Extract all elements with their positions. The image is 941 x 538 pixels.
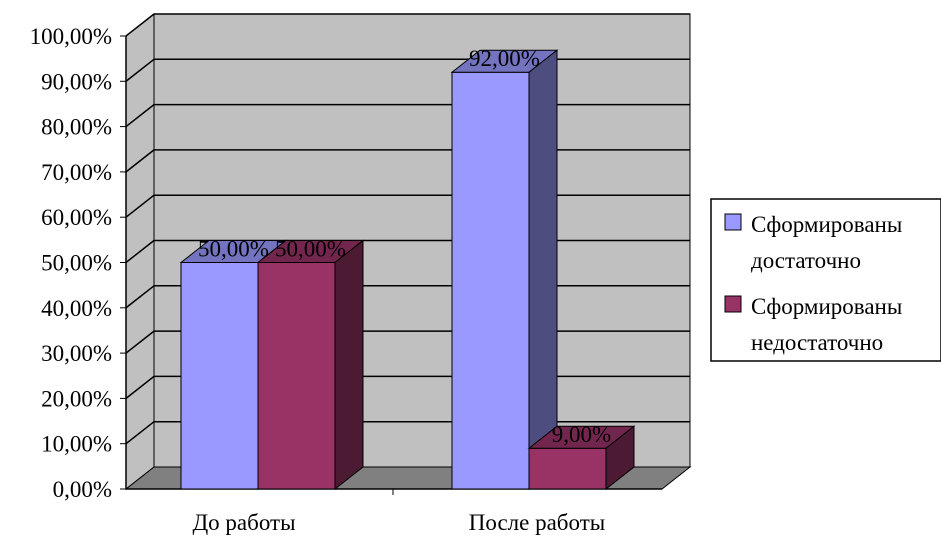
data-label: 50,00%	[275, 237, 346, 262]
gridline-side	[125, 239, 155, 264]
y-tick-label: 100,00%	[30, 24, 112, 49]
y-tick-label: 10,00%	[41, 432, 112, 457]
y-tick-label: 30,00%	[41, 341, 112, 366]
y-tick-labels: 0,00% 10,00% 20,00% 30,00% 40,00% 50,00% 60,00…	[30, 24, 112, 502]
bar-side	[605, 425, 635, 491]
category-label: До работы	[192, 510, 295, 535]
y-tick-label: 60,00%	[41, 205, 112, 230]
data-label: 9,00%	[552, 422, 611, 447]
gridline-side	[125, 149, 155, 173]
legend-label-2-line2: недостаточно	[751, 330, 883, 355]
y-tick-label: 50,00%	[41, 251, 112, 276]
legend-label-1-line1: Сформированы	[751, 212, 902, 237]
bar	[180, 262, 259, 490]
data-label: 50,00%	[198, 237, 269, 262]
legend-label-2-line1: Сформированы	[751, 294, 902, 319]
gridline-side	[125, 330, 155, 354]
y-tick-label: 20,00%	[41, 386, 112, 411]
legend-swatch-1	[724, 213, 742, 231]
y-tick-label: 80,00%	[41, 115, 112, 140]
gridline-side	[125, 375, 155, 399]
gridline-side	[125, 104, 155, 128]
gridline-side	[125, 58, 155, 82]
bar	[451, 71, 530, 490]
data-labels: 50,00% 50,00% 92,00% 9,00%	[198, 46, 611, 447]
gridline-side	[125, 421, 155, 445]
gridline-side	[125, 285, 155, 309]
bar-side	[334, 239, 364, 491]
legend: Сформированы достаточно Сформированы нед…	[710, 198, 941, 362]
data-label: 92,00%	[469, 46, 540, 71]
gridline-side	[125, 13, 155, 37]
gridline-side	[125, 194, 155, 218]
bar	[257, 262, 336, 490]
y-tick-label: 70,00%	[41, 160, 112, 185]
legend-label-1-line2: достаточно	[751, 248, 861, 273]
legend-swatch-2	[724, 295, 742, 313]
bar	[528, 447, 607, 490]
y-tick-label: 90,00%	[41, 69, 112, 94]
y-tick-label: 0,00%	[53, 477, 112, 502]
y-tick-label: 40,00%	[41, 296, 112, 321]
category-labels: До работы После работы	[192, 510, 605, 535]
legend-frame	[710, 198, 941, 362]
bars	[179, 49, 636, 491]
category-label: После работы	[469, 510, 605, 535]
